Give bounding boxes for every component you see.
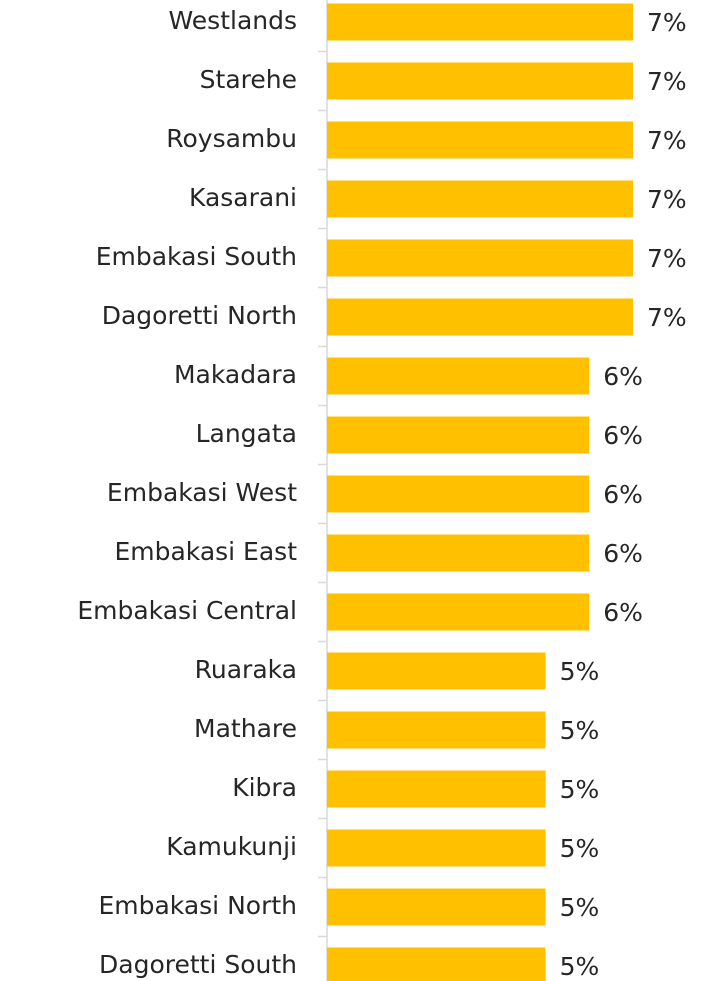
category-label: Makadara: [174, 360, 297, 389]
value-label: 5%: [560, 657, 600, 686]
bar: [327, 121, 633, 159]
bar: [327, 298, 633, 336]
value-label: 6%: [603, 539, 643, 568]
category-label: Mathare: [194, 714, 297, 743]
value-label: 6%: [603, 598, 643, 627]
category-label: Embakasi East: [114, 537, 297, 566]
value-label: 5%: [560, 834, 600, 863]
value-label: 6%: [603, 421, 643, 450]
bar: [327, 947, 546, 981]
category-label: Embakasi South: [96, 242, 297, 271]
value-label: 5%: [560, 716, 600, 745]
bar: [327, 652, 546, 690]
category-label: Roysambu: [166, 124, 297, 153]
bar: [327, 770, 546, 808]
bar: [327, 888, 546, 926]
value-label: 7%: [647, 303, 687, 332]
category-label: Embakasi Central: [77, 596, 297, 625]
bar: [327, 829, 546, 867]
bar: [327, 239, 633, 277]
value-label: 5%: [560, 775, 600, 804]
category-label: Kamukunji: [166, 832, 297, 861]
value-label: 7%: [647, 67, 687, 96]
bar: [327, 534, 590, 572]
bar: [327, 593, 590, 631]
bar: [327, 711, 546, 749]
bar: [327, 3, 633, 41]
category-label: Dagoretti North: [102, 301, 297, 330]
value-label: 7%: [647, 126, 687, 155]
value-label: 6%: [603, 480, 643, 509]
category-label: Dagoretti South: [99, 950, 297, 979]
value-label: 7%: [647, 185, 687, 214]
bar: [327, 416, 590, 454]
category-label: Starehe: [200, 65, 297, 94]
category-label: Kibra: [232, 773, 297, 802]
value-label: 7%: [647, 244, 687, 273]
bar: [327, 180, 633, 218]
bar: [327, 62, 633, 100]
category-label: Embakasi West: [107, 478, 297, 507]
value-label: 7%: [647, 8, 687, 37]
category-label: Ruaraka: [195, 655, 297, 684]
value-label: 5%: [560, 893, 600, 922]
category-label: Westlands: [169, 6, 297, 35]
category-label: Embakasi North: [98, 891, 297, 920]
value-label: 6%: [603, 362, 643, 391]
bar: [327, 475, 590, 513]
category-label: Langata: [196, 419, 297, 448]
value-label: 5%: [560, 952, 600, 981]
bar: [327, 357, 590, 395]
category-label: Kasarani: [189, 183, 297, 212]
